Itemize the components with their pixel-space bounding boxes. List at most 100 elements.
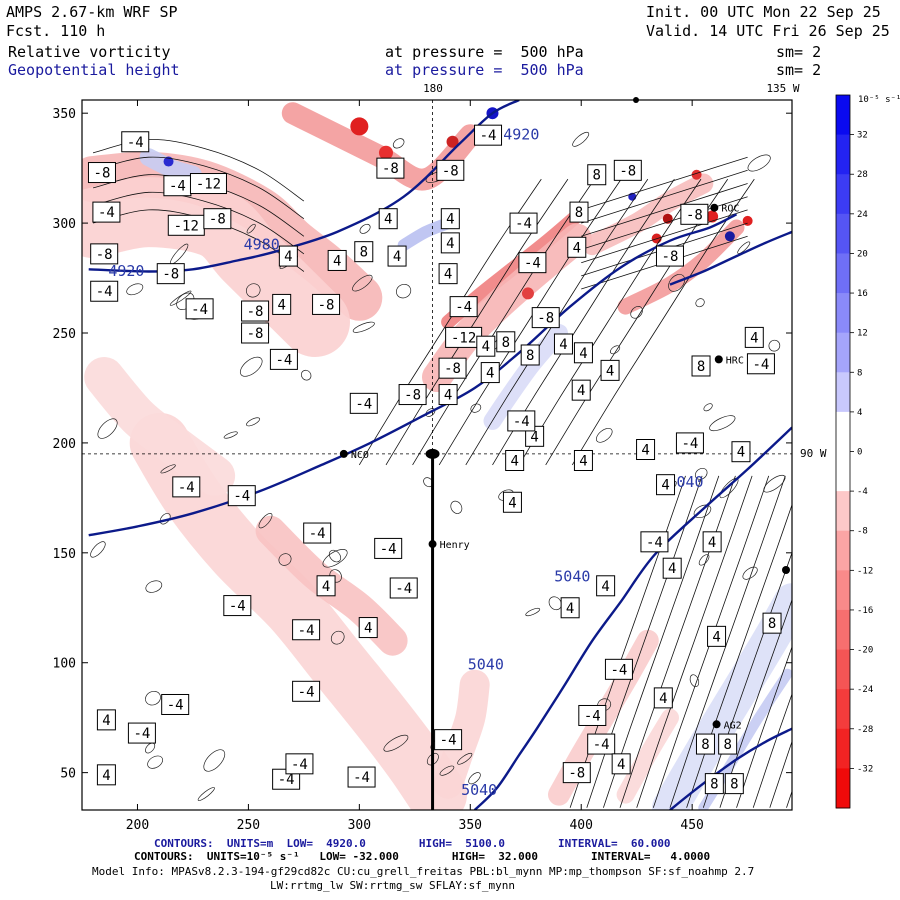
init-time: Init. 00 UTC Mon 22 Sep 25 <box>646 3 881 21</box>
svg-text:-8: -8 <box>96 247 113 263</box>
svg-text:-4: -4 <box>753 357 770 373</box>
vorticity-label: 8 <box>704 773 724 795</box>
colorbar-segment <box>836 570 850 611</box>
colorbar-tick-label: -24 <box>857 685 873 695</box>
svg-text:4: 4 <box>579 346 587 362</box>
vorticity-label: 4 <box>438 384 458 406</box>
colorbar-segment <box>836 728 850 769</box>
svg-text:4: 4 <box>708 535 716 551</box>
vorticity-label: 4 <box>476 335 496 357</box>
svg-text:-8: -8 <box>537 311 554 327</box>
vorticity-label: -12 <box>445 326 483 348</box>
vorticity-label: -4 <box>675 432 704 454</box>
vorticity-label: -12 <box>189 173 227 195</box>
vorticity-label: -4 <box>223 595 252 617</box>
colorbar-tick-label: 24 <box>857 210 868 220</box>
svg-text:4: 4 <box>606 363 614 379</box>
vorticity-label: -4 <box>92 201 121 223</box>
svg-text:Henry: Henry <box>440 540 470 551</box>
x-tick-label: 350 <box>459 818 482 833</box>
x-tick-label: 400 <box>569 818 592 833</box>
svg-text:-4: -4 <box>98 205 115 221</box>
vorticity-label: -4 <box>509 212 538 234</box>
vorticity-label: 4 <box>272 293 292 315</box>
vorticity-label: -8 <box>436 159 465 181</box>
svg-text:-4: -4 <box>178 480 195 496</box>
vorticity-label: 8 <box>354 241 374 263</box>
svg-text:-4: -4 <box>355 396 372 412</box>
svg-text:-4: -4 <box>191 302 208 318</box>
svg-text:8: 8 <box>697 359 705 375</box>
svg-text:-8: -8 <box>619 163 636 179</box>
svg-text:-8: -8 <box>94 166 111 182</box>
vorticity-label: 4 <box>327 249 347 271</box>
svg-text:-4: -4 <box>298 623 315 639</box>
colorbar-segment <box>836 530 850 571</box>
svg-text:4: 4 <box>661 478 669 494</box>
height-contour <box>669 727 792 810</box>
svg-text:-4: -4 <box>167 697 184 713</box>
svg-text:-4: -4 <box>584 708 601 724</box>
vorticity-label: -8 <box>156 263 185 285</box>
vorticity-label: 4 <box>656 474 676 496</box>
valid-time: Valid. 14 UTC Fri 26 Sep 25 <box>646 22 890 40</box>
svg-text:NCO: NCO <box>351 450 369 461</box>
station-henry: Henry <box>428 540 470 551</box>
svg-text:4: 4 <box>737 445 745 461</box>
vorticity-label: 8 <box>762 612 782 634</box>
field2-sm: sm= 2 <box>776 61 822 79</box>
vorticity-label: 4 <box>567 236 587 258</box>
svg-text:8: 8 <box>768 616 776 632</box>
colorbar-tick-label: 20 <box>857 249 868 259</box>
vorticity-label: -4 <box>172 476 201 498</box>
model-title: AMPS 2.67-km WRF SP <box>6 3 178 21</box>
svg-text:-4: -4 <box>127 135 144 151</box>
svg-text:4: 4 <box>573 240 581 256</box>
svg-text:-4: -4 <box>229 599 246 615</box>
vorticity-label: -4 <box>349 392 378 414</box>
vorticity-label: 4 <box>316 575 336 597</box>
vorticity-label: -4 <box>347 766 376 788</box>
vorticity-label: -4 <box>292 619 321 641</box>
colorbar-segment <box>836 372 850 413</box>
field2-level: at pressure = 500 hPa <box>385 61 584 79</box>
model-info: Model Info: MPASv8.2.3-194-gf29cd82c CU:… <box>92 865 755 878</box>
vorticity-label: -8 <box>562 762 591 784</box>
colorbar-segment <box>836 491 850 532</box>
vorticity-label: -4 <box>163 175 192 197</box>
station-hrc: HRC <box>714 355 744 366</box>
svg-text:-8: -8 <box>162 267 179 283</box>
svg-text:AG2: AG2 <box>724 720 742 731</box>
svg-text:4: 4 <box>712 629 720 645</box>
vorticity-label: 8 <box>496 331 516 353</box>
colorbar-tick-label: 12 <box>857 329 868 339</box>
colorbar-tick-label: -16 <box>857 606 873 616</box>
colorbar-segment <box>836 609 850 651</box>
vorticity-label: 8 <box>695 733 715 755</box>
svg-text:-8: -8 <box>382 161 399 177</box>
colorbar-tick-label: 32 <box>857 131 868 141</box>
vorticity-label: -8 <box>87 162 116 184</box>
svg-text:-4: -4 <box>233 489 250 505</box>
vorticity-label: 4 <box>505 449 525 471</box>
height-contour-label: 5040 <box>468 655 504 673</box>
colorbar-segment <box>836 174 850 215</box>
x-tick-label: 450 <box>680 818 703 833</box>
vorticity-label: -4 <box>303 522 332 544</box>
vorticity-label: -4 <box>285 753 314 775</box>
colorbar-segment <box>836 649 850 690</box>
svg-text:-4: -4 <box>169 179 186 195</box>
vorticity-label: -4 <box>746 353 775 375</box>
svg-text:4: 4 <box>384 212 392 228</box>
field1-sm: sm= 2 <box>776 43 822 61</box>
vorticity-label: -4 <box>389 577 418 599</box>
edge-station-marker <box>782 566 790 574</box>
svg-text:-12: -12 <box>196 177 221 193</box>
vorticity-label: 8 <box>587 164 607 186</box>
vorticity-label: -8 <box>438 357 467 379</box>
colorbar-tick-label: 4 <box>857 408 862 418</box>
svg-text:-4: -4 <box>593 737 610 753</box>
vorticity-label: 4 <box>440 208 460 230</box>
vorticity-label: -8 <box>680 203 709 225</box>
